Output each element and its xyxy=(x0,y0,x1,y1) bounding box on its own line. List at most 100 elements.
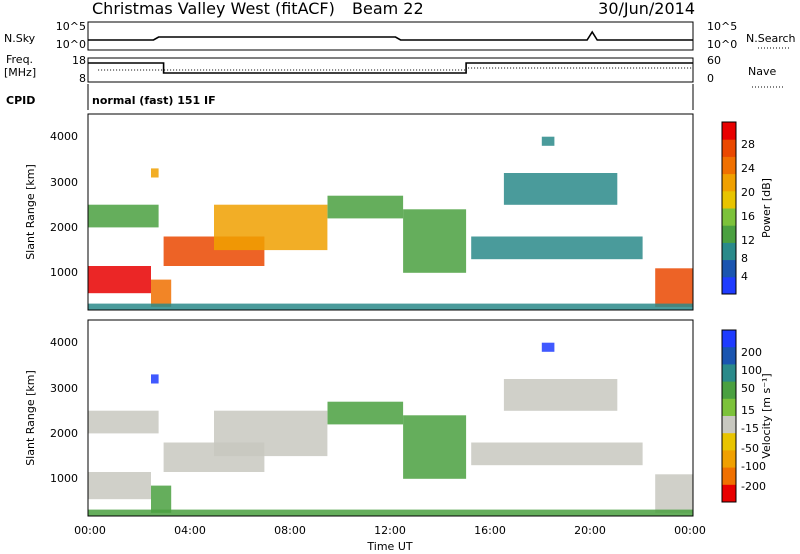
pcb-swatch-7 xyxy=(722,156,736,175)
velocity-heatmap-cells xyxy=(88,342,693,516)
pcb-swatch-5 xyxy=(722,190,736,209)
freq-tick-high: 18 xyxy=(72,54,86,67)
vel-cells-region-f xyxy=(403,415,467,479)
vel-cb-tick-100: 100 xyxy=(741,364,762,377)
freq-unit: [MHz] xyxy=(4,66,36,79)
vcb-swatch-8 xyxy=(722,467,736,486)
pcb-swatch-0 xyxy=(722,276,736,295)
vcb-swatch-4 xyxy=(722,398,736,417)
power-cb-tick-28: 28 xyxy=(741,138,755,151)
power-cb-tick-4: 4 xyxy=(741,270,748,283)
power-cells-region-b xyxy=(151,279,172,307)
power-cells-region-k xyxy=(151,168,159,178)
vel-cells-region-i xyxy=(503,379,618,411)
power-cells-region-m xyxy=(88,303,693,310)
power-panel: 4000 3000 2000 1000 Slant Range [km] xyxy=(24,113,694,311)
pcb-swatch-1 xyxy=(722,259,736,278)
nsearch-tick-low: 10^0 xyxy=(707,38,737,51)
power-ytick-4000: 4000 xyxy=(50,130,78,143)
xtick-3: 12:00 xyxy=(374,524,406,537)
velocity-panel: 4000 3000 2000 1000 Slant Range [km] xyxy=(24,319,694,517)
vcb-swatch-5 xyxy=(722,416,736,434)
vel-cells-region-e xyxy=(327,401,404,425)
vcb-swatch-0 xyxy=(722,330,736,348)
pcb-swatch-6 xyxy=(722,173,736,192)
vel-cb-tick-minus15: -15 xyxy=(741,422,759,435)
date-label: 30/Jun/2014 xyxy=(598,0,695,18)
velocity-ytick-4000: 4000 xyxy=(50,336,78,349)
vcb-swatch-1 xyxy=(722,347,736,365)
vel-cells-region-a xyxy=(88,472,151,500)
cpid-value: normal (fast) 151 IF xyxy=(92,94,216,107)
freq-series xyxy=(88,62,693,74)
nave-label: Nave xyxy=(748,65,776,78)
vel-cells-region-j xyxy=(655,474,693,513)
vel-cb-tick-50: 50 xyxy=(741,382,755,395)
xtick-0: 00:00 xyxy=(74,524,106,537)
freq-tick-low: 8 xyxy=(79,72,86,85)
nsky-label: N.Sky xyxy=(4,32,36,45)
xtick-5: 20:00 xyxy=(574,524,606,537)
power-ytick-1000: 1000 xyxy=(50,266,78,279)
power-cells-region-i xyxy=(503,173,618,205)
power-cells-region-d xyxy=(214,204,328,251)
vcb-swatch-6 xyxy=(722,433,736,451)
cpid-label: CPID xyxy=(6,94,35,107)
power-cells-region-f xyxy=(403,209,467,273)
power-cells-region-g xyxy=(88,204,159,228)
xtick-6: 00:00 xyxy=(674,524,706,537)
power-cb-tick-20: 20 xyxy=(741,186,755,199)
xtick-4: 16:00 xyxy=(474,524,506,537)
power-cb-tick-8: 8 xyxy=(741,252,748,265)
vel-cb-tick-15: 15 xyxy=(741,404,755,417)
vel-cells-region-b xyxy=(151,485,172,513)
vel-cells-region-m xyxy=(88,509,693,516)
nave-series xyxy=(98,67,693,71)
power-ylabel: Slant Range [km] xyxy=(24,164,37,260)
vcb-swatch-9 xyxy=(722,484,736,503)
vcb-swatch-7 xyxy=(722,450,736,469)
xtick-2: 08:00 xyxy=(274,524,306,537)
pcb-swatch-2 xyxy=(722,242,736,261)
power-cb-tick-12: 12 xyxy=(741,234,755,247)
vel-cells-region-l xyxy=(541,342,555,352)
velocity-colorbar: 200 100 50 15 -15 -50 -100 -200 Velocity… xyxy=(721,329,773,503)
power-cb-tick-16: 16 xyxy=(741,210,755,223)
vel-cells-region-g xyxy=(88,410,159,434)
pcb-swatch-8 xyxy=(722,139,736,157)
nsky-series xyxy=(88,30,693,41)
vel-cb-tick-minus100: -100 xyxy=(741,460,766,473)
station-title: Christmas Valley West (fitACF) xyxy=(92,0,335,18)
vel-cells-region-h xyxy=(471,442,643,466)
nsearch-label: N.Search xyxy=(746,32,796,45)
velocity-ytick-1000: 1000 xyxy=(50,472,78,485)
pcb-swatch-3 xyxy=(722,225,736,243)
vel-cb-tick-200: 200 xyxy=(741,346,762,359)
nsearch-tick-high: 10^5 xyxy=(707,20,737,33)
freq-label: Freq. xyxy=(6,53,33,66)
power-ytick-2000: 2000 xyxy=(50,221,78,234)
vel-cb-tick-minus50: -50 xyxy=(741,442,759,455)
vcb-swatch-3 xyxy=(722,381,736,400)
nsky-tick-high: 10^5 xyxy=(56,20,86,33)
vel-cb-tick-minus200: -200 xyxy=(741,480,766,493)
power-ytick-3000: 3000 xyxy=(50,176,78,189)
velocity-cb-label: Velocity [m s⁻¹] xyxy=(760,373,773,458)
velocity-ylabel: Slant Range [km] xyxy=(24,370,37,466)
nave-tick-low: 0 xyxy=(707,72,714,85)
xtick-1: 04:00 xyxy=(174,524,206,537)
pcb-swatch-4 xyxy=(722,208,736,226)
nsky-panel: N.Sky 10^5 10^0 10^5 10^0 N.Search xyxy=(4,20,796,51)
power-heatmap-cells xyxy=(88,136,693,310)
power-cb-label: Power [dB] xyxy=(760,178,773,238)
power-cells-region-a xyxy=(88,266,151,294)
pcb-swatch-9 xyxy=(722,122,736,140)
cpid-panel: CPID normal (fast) 151 IF xyxy=(6,84,694,110)
nsky-tick-low: 10^0 xyxy=(56,38,86,51)
power-colorbar: 28 24 20 16 12 8 4 Power [dB] xyxy=(721,121,773,295)
power-cb-tick-24: 24 xyxy=(741,162,755,175)
power-cells-region-e xyxy=(327,195,404,219)
beam-label: Beam 22 xyxy=(352,0,424,18)
power-cells-region-j xyxy=(655,268,693,307)
